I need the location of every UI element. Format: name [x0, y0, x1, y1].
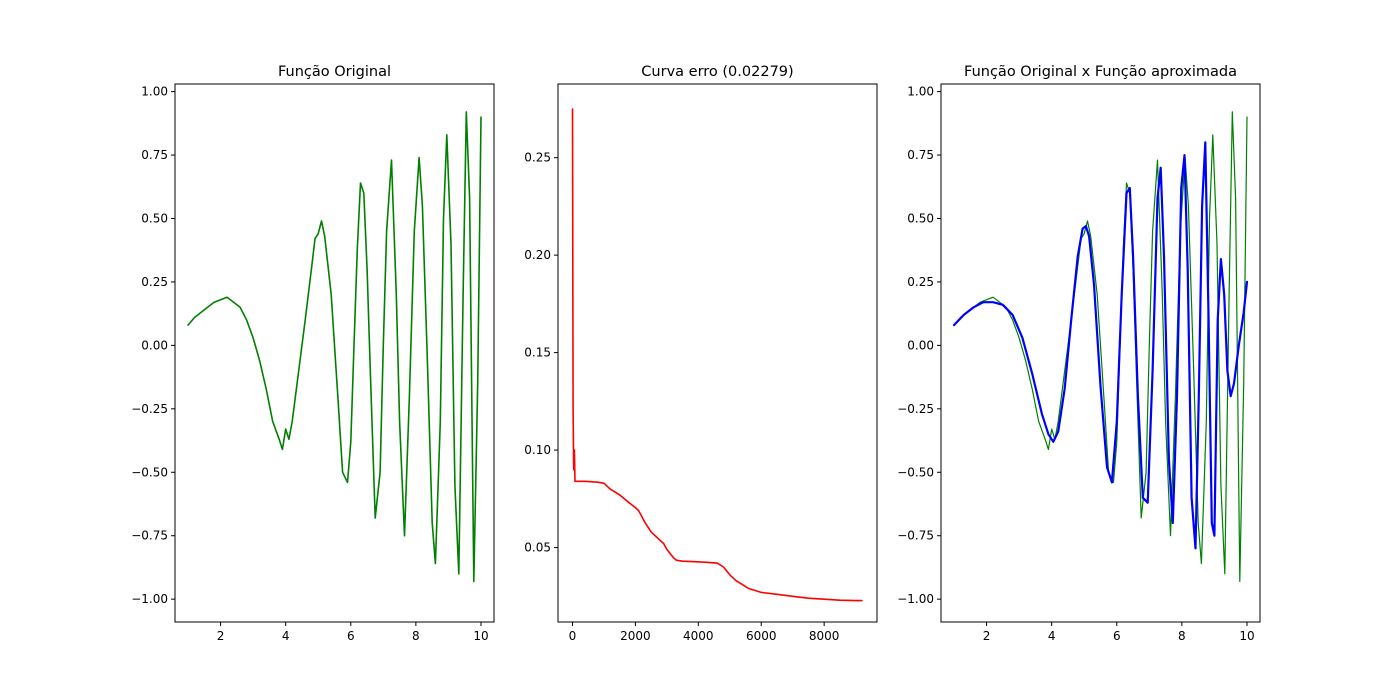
axes-frame [174, 83, 495, 623]
y-tick-label: 0.00 [907, 338, 934, 352]
y-tick-label: 0.15 [524, 346, 551, 360]
chart-title: Função Original [278, 64, 391, 80]
x-tick-label: 2 [983, 629, 991, 643]
x-tick-label: 2 [217, 629, 225, 643]
series-line-1 [571, 108, 863, 602]
x-tick-label: 6000 [746, 629, 777, 643]
x-tick-label: 8 [412, 629, 420, 643]
chart-panel-3: 2 4 6 8 10 −1.00 −0.75 −0.50 −0.25 0.00 0.25 0.50 0.… [897, 64, 1261, 643]
y-tick-label: 0.10 [524, 443, 551, 457]
series-line-2 [952, 141, 1249, 550]
y-tick-label: 0.75 [907, 148, 934, 162]
y-tick-label: 0.00 [141, 338, 168, 352]
y-tick-label: 1.00 [141, 85, 168, 99]
y-tick-label: −1.00 [897, 592, 934, 606]
y-tick-label: −0.75 [131, 529, 168, 543]
chart-title: Função Original x Função aproximada [964, 64, 1237, 80]
y-tick-label: −1.00 [131, 592, 168, 606]
y-tick-label: 0.50 [907, 212, 934, 226]
x-tick-label: 4 [282, 629, 290, 643]
y-tick-label: 0.50 [141, 212, 168, 226]
x-tick-label: 2000 [620, 629, 651, 643]
x-tick-label: 0 [569, 629, 577, 643]
x-tick-label: 8 [1178, 629, 1186, 643]
x-tick-label: 10 [473, 629, 488, 643]
chart-panel-2: 0 2000 4000 6000 8000 0.05 0.10 0.15 0.20 0.25 Cur… [524, 64, 878, 643]
y-tick-label: 0.25 [141, 275, 168, 289]
x-tick-label: 4 [1048, 629, 1056, 643]
y-tick-label: −0.50 [131, 465, 168, 479]
y-tick-label: −0.50 [897, 465, 934, 479]
y-tick-label: 0.75 [141, 148, 168, 162]
y-tick-label: 0.25 [907, 275, 934, 289]
x-tick-label: 4000 [683, 629, 714, 643]
x-tick-label: 8000 [809, 629, 840, 643]
x-tick-label: 6 [347, 629, 355, 643]
y-tick-label: −0.75 [897, 529, 934, 543]
x-tick-label: 10 [1239, 629, 1254, 643]
y-tick-label: 0.05 [524, 541, 551, 555]
x-tick-label: 6 [1113, 629, 1121, 643]
chart-title: Curva erro (0.02279) [641, 64, 793, 80]
y-tick-label: 0.25 [524, 151, 551, 165]
series-line-1 [187, 111, 482, 583]
axes-frame [940, 83, 1261, 623]
chart-panel-1: 2 4 6 8 10 −1.00 −0.75 −0.50 −0.25 0.00 0.25 0.50 0.… [131, 64, 495, 643]
y-tick-label: −0.25 [897, 402, 934, 416]
y-tick-label: 0.20 [524, 248, 551, 262]
y-tick-label: 1.00 [907, 85, 934, 99]
y-tick-label: −0.25 [131, 402, 168, 416]
